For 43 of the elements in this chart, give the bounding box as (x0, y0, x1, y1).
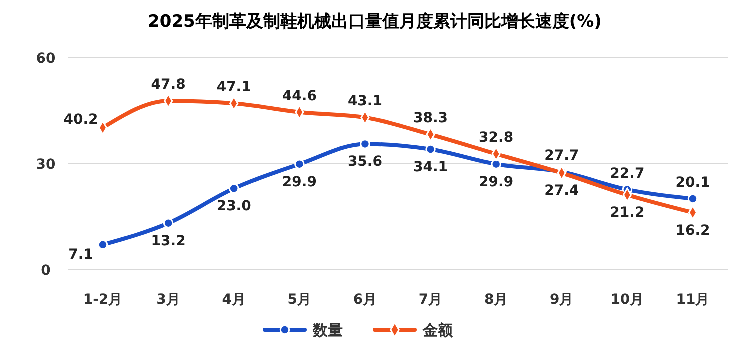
data-label: 29.9 (282, 174, 317, 190)
x-tick-label: 11月 (676, 292, 710, 308)
point (163, 218, 174, 228)
data-label: 34.1 (414, 160, 448, 176)
data-label: 16.2 (676, 222, 710, 239)
point (426, 144, 436, 155)
data-label: 38.3 (414, 110, 448, 127)
data-label: 22.7 (610, 166, 645, 182)
point (294, 159, 305, 170)
x-tick-label: 4月 (222, 292, 246, 308)
data-label: 35.6 (348, 154, 382, 170)
y-tick-label: 30 (36, 156, 56, 173)
data-label: 21.2 (610, 205, 645, 222)
x-tick-label: 3月 (156, 292, 180, 308)
y-tick-label: 60 (36, 50, 56, 67)
x-tick-label: 7月 (418, 292, 443, 308)
y-tick-label: 0 (41, 262, 52, 279)
x-tick-label: 10月 (610, 292, 644, 308)
point (360, 139, 370, 150)
data-label: 20.1 (676, 174, 710, 191)
data-label: 32.8 (479, 130, 514, 146)
data-label: 27.4 (544, 183, 580, 200)
data-label: 27.7 (544, 148, 580, 164)
legend-label: 金额 (422, 321, 454, 340)
data-label: 40.2 (64, 112, 98, 128)
data-label: 29.9 (479, 174, 514, 190)
x-tick-label: 5月 (288, 292, 312, 308)
data-label: 47.8 (151, 77, 186, 94)
x-tick-label: 1-2月 (83, 292, 123, 308)
legend-label: 数量 (312, 321, 343, 340)
data-label: 43.1 (348, 94, 382, 110)
data-label: 47.1 (216, 80, 252, 96)
data-label: 23.0 (216, 198, 252, 215)
chart-title: 2025年制革及制鞋机械出口量值月度累计同比增长速度(%) (148, 12, 602, 32)
data-label: 44.6 (282, 88, 317, 104)
x-tick-label: 6月 (353, 292, 378, 308)
point (688, 194, 698, 204)
x-tick-label: 9月 (550, 292, 574, 308)
data-label: 7.1 (68, 246, 94, 263)
point (491, 159, 502, 170)
data-label: 13.2 (151, 233, 186, 250)
x-tick-label: 8月 (484, 292, 508, 308)
point (228, 184, 240, 194)
